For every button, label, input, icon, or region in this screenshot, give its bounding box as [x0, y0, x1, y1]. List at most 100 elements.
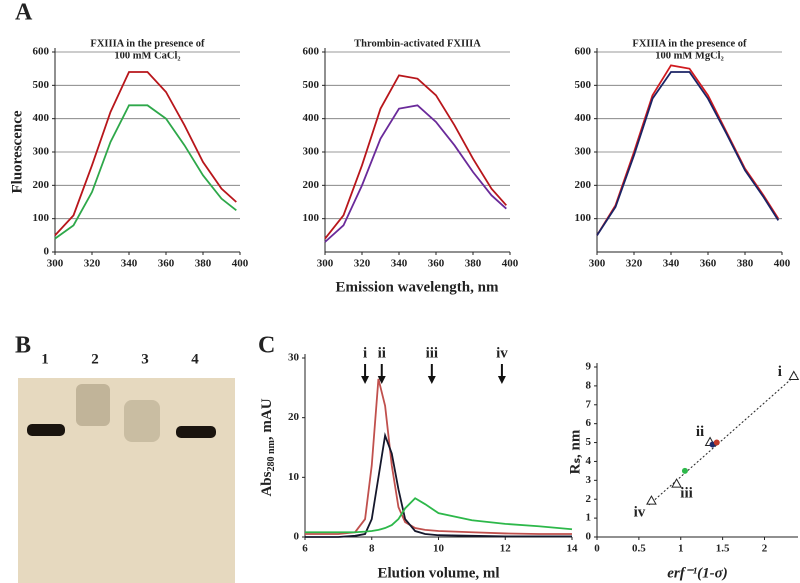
y-tick-label: 5	[586, 436, 592, 448]
x-tick-label: 360	[428, 258, 445, 270]
data-line	[596, 64, 780, 236]
y-tick-label: 7	[586, 398, 592, 410]
x-tick-label: 8	[369, 543, 375, 555]
y-tick-label: 200	[303, 179, 320, 191]
point	[646, 495, 657, 505]
data-line	[54, 71, 237, 236]
x-tick-label: 320	[84, 258, 101, 270]
peak-label: iv	[496, 345, 508, 361]
y-tick-label: 0	[44, 246, 50, 258]
x-axis-label: Emission wavelength, nm	[336, 279, 499, 295]
x-tick-label: 300	[589, 258, 606, 270]
x-tick-label: 320	[626, 258, 643, 270]
x-axis-label: Elution volume, ml	[377, 565, 499, 581]
peak-arrow-head	[377, 376, 386, 384]
x-tick-label: 380	[465, 258, 482, 270]
y-tick-label: 300	[303, 146, 320, 158]
data-line	[305, 378, 572, 535]
chart-title: 100 mM MgCl₂	[655, 50, 723, 61]
x-tick-label: 380	[195, 258, 212, 270]
x-tick-label: 400	[232, 258, 249, 270]
y-tick-label: 0	[294, 531, 300, 543]
fit-line	[648, 374, 797, 506]
y-axis-label: Abs280 nm, mAU	[259, 398, 277, 496]
x-tick-label: 10	[433, 543, 445, 555]
data-line	[305, 497, 573, 534]
panel-letter: B	[15, 333, 31, 359]
y-tick-label: 4	[586, 455, 592, 467]
peak-label: ii	[378, 345, 386, 361]
x-tick-label: 340	[663, 258, 680, 270]
y-tick-label: 200	[33, 179, 50, 191]
x-tick-label: 14	[567, 543, 579, 555]
y-tick-label: 500	[303, 79, 320, 91]
peak-arrow-head	[361, 376, 370, 384]
x-tick-label: 6	[302, 543, 308, 555]
x-tick-label: 12	[500, 543, 512, 555]
data-line	[54, 104, 237, 240]
y-tick-label: 100	[33, 212, 50, 224]
x-tick-label: 340	[121, 258, 138, 270]
y-tick-label: 100	[303, 212, 320, 224]
y-axis-label: Rₛ, nm	[567, 429, 583, 474]
x-tick-label: 0	[594, 543, 600, 555]
lane-label: 4	[191, 351, 199, 367]
lane-label: 1	[41, 351, 49, 367]
point	[681, 467, 688, 474]
x-axis-label: erf⁻¹(1-σ)	[667, 565, 727, 581]
y-axis-label-part: 280 nm	[266, 439, 277, 471]
band	[27, 424, 65, 436]
y-tick-label: 400	[33, 112, 50, 124]
point-label: iii	[680, 486, 693, 502]
x-tick-label: 300	[47, 258, 64, 270]
x-tick-label: 340	[391, 258, 408, 270]
y-tick-label: 0	[586, 531, 592, 543]
peak-arrow-head	[497, 376, 506, 384]
y-tick-label: 30	[288, 352, 300, 364]
y-tick-label: 9	[586, 361, 592, 373]
x-tick-label: 300	[317, 258, 334, 270]
y-tick-label: 10	[288, 471, 300, 483]
y-tick-label: 400	[303, 112, 320, 124]
y-tick-label: 3	[586, 474, 592, 486]
data-line	[596, 71, 780, 236]
lane-label: 3	[141, 351, 149, 367]
y-axis-label-part: , mAU	[259, 398, 275, 440]
y-axis-label-part: Abs	[259, 471, 275, 496]
data-line	[305, 432, 572, 538]
data-line	[324, 74, 507, 240]
panel-letter: A	[15, 0, 33, 26]
y-tick-label: 500	[33, 79, 50, 91]
chart-title: FXIIIA in the presence of	[90, 38, 205, 49]
x-tick-label: 1.5	[716, 543, 730, 555]
y-tick-label: 20	[288, 411, 300, 423]
panel-letter: C	[258, 333, 275, 359]
point	[671, 478, 682, 488]
y-tick-label: 2	[586, 493, 592, 505]
x-tick-label: 360	[700, 258, 717, 270]
x-tick-label: 320	[354, 258, 371, 270]
y-axis-label: Fluorescence	[9, 110, 25, 193]
y-tick-label: 1	[586, 512, 592, 524]
smear	[124, 400, 160, 442]
y-tick-label: 600	[33, 46, 50, 58]
chart-title: FXIIIA in the presence of	[632, 38, 747, 49]
lane-label: 2	[91, 351, 99, 367]
x-tick-label: 0.5	[632, 543, 646, 555]
x-tick-label: 1	[678, 543, 684, 555]
y-tick-label: 8	[586, 379, 592, 391]
y-tick-label: 600	[303, 46, 320, 58]
y-tick-label: 500	[575, 79, 592, 91]
x-tick-label: 360	[158, 258, 175, 270]
x-tick-label: 400	[774, 258, 791, 270]
x-tick-label: 2	[762, 543, 768, 555]
smear	[76, 384, 110, 426]
point-label: ii	[696, 424, 704, 440]
x-tick-label: 380	[737, 258, 754, 270]
point-label: iv	[634, 505, 646, 521]
y-tick-label: 300	[575, 146, 592, 158]
x-tick-label: 400	[502, 258, 519, 270]
point	[713, 439, 720, 446]
band	[176, 426, 216, 438]
